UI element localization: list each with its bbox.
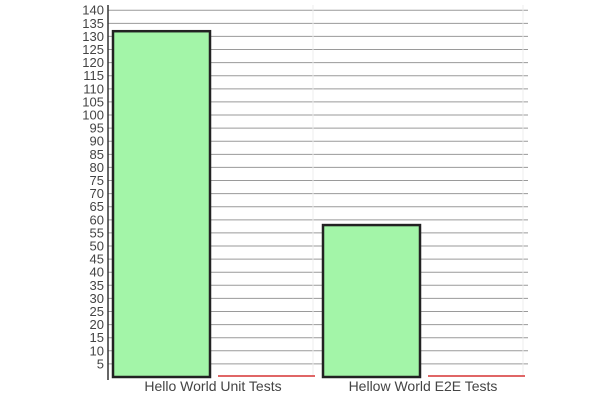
y-tick-label: 35 (90, 278, 104, 293)
y-tick-label: 105 (82, 94, 104, 109)
y-tick-label: 140 (82, 3, 104, 18)
y-tick-label: 25 (90, 304, 104, 319)
y-tick-label: 90 (90, 134, 104, 149)
y-tick-label: 100 (82, 108, 104, 123)
y-tick-label: 75 (90, 173, 104, 188)
y-tick-label: 130 (82, 29, 104, 44)
y-tick-label: 120 (82, 55, 104, 70)
y-tick-label: 15 (90, 330, 104, 345)
y-tick-label: 55 (90, 225, 104, 240)
y-tick-label: 30 (90, 291, 104, 306)
y-tick-label: 60 (90, 212, 104, 227)
y-tick-label: 45 (90, 252, 104, 267)
y-tick-label: 115 (83, 68, 104, 83)
y-tick-label: 70 (90, 186, 104, 201)
bars (111, 29, 525, 379)
y-tick-label: 85 (90, 147, 104, 162)
y-tick-label: 20 (90, 317, 104, 332)
bar (111, 29, 212, 379)
y-tick-label: 80 (90, 160, 104, 175)
y-tick-label: 5 (97, 356, 104, 371)
y-tick-label: 65 (90, 199, 104, 214)
y-tick-label: 95 (90, 121, 104, 136)
y-tick-label: 50 (90, 239, 104, 254)
y-tick-label: 110 (83, 81, 104, 96)
x-category-label: Hello World Unit Tests (144, 378, 281, 394)
axis-labels: 5101520253035404550556065707580859095100… (82, 3, 497, 394)
y-tick-label: 135 (82, 16, 104, 31)
y-tick-label: 125 (82, 42, 104, 57)
y-tick-label: 10 (90, 343, 104, 358)
bar (321, 223, 422, 379)
x-category-label: Hellow World E2E Tests (349, 378, 498, 394)
y-tick-label: 40 (90, 265, 104, 280)
